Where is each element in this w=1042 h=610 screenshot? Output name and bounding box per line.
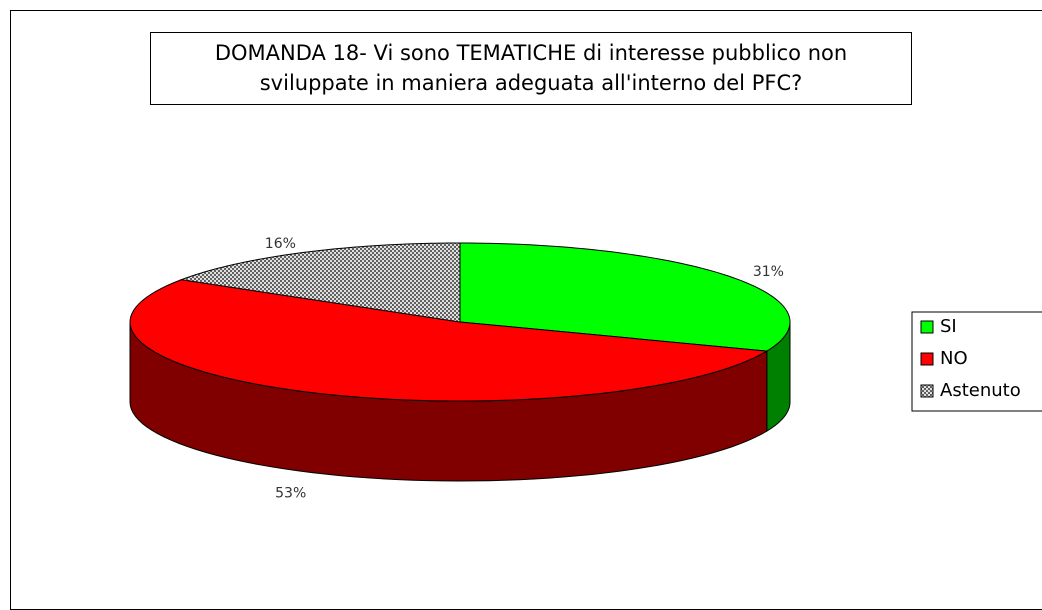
legend-label: SI [940,316,957,337]
legend-swatch [920,384,934,398]
legend-swatch [920,320,934,334]
data-label: 31% [753,264,784,280]
data-label: 53% [275,486,306,502]
pie-slice [179,242,461,323]
legend-box [911,311,1042,412]
legend-label: NO [940,348,968,369]
chart-title: DOMANDA 18- Vi sono TEMATICHE di interes… [150,32,912,105]
pie-slice [129,279,769,402]
data-label: 16% [265,236,296,252]
legend-swatch [920,352,934,366]
legend-label: Astenuto [940,380,1021,401]
pie-slice [459,242,791,352]
